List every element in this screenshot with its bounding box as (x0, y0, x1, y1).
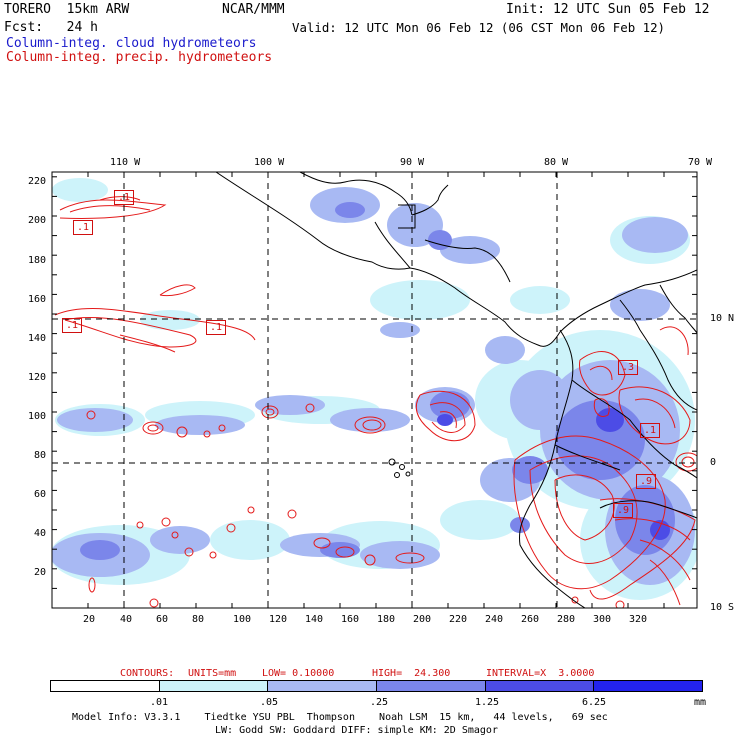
x-tick-label: 60 (156, 614, 169, 625)
y-tick-label: 140 (28, 333, 47, 344)
axis-ticks (51, 172, 697, 609)
y-tick-label: 180 (28, 255, 47, 266)
colorbar-label: .01 (150, 697, 169, 708)
colorbar-segment (267, 680, 377, 692)
contour-label: .9 (613, 503, 634, 518)
y-tick-label: 220 (28, 176, 47, 187)
coastline-layer (215, 172, 697, 608)
lon-label: 90 W (400, 157, 425, 168)
plot-frame (51, 171, 698, 609)
x-tick-label: 240 (485, 614, 504, 625)
contour-label: .1 (73, 220, 94, 235)
contour-label: .1 (62, 318, 83, 333)
x-tick-label: 160 (341, 614, 360, 625)
y-tick-label: 120 (28, 372, 47, 383)
contours-high: HIGH= 24.300 (372, 668, 451, 679)
x-tick-label: 200 (413, 614, 432, 625)
cloud-field-layer (52, 178, 697, 600)
colorbar-segment (376, 680, 486, 692)
precip-contour-layer (54, 196, 697, 608)
model-info-line2: LW: Godd SW: Goddard DIFF: simple KM: 2D… (215, 725, 498, 736)
colorbar-segment (158, 680, 269, 692)
field-cloud-label: Column-integ. cloud hydrometeors (6, 36, 257, 51)
contour-label: .1 (640, 423, 661, 438)
x-tick-label: 120 (269, 614, 288, 625)
init-label: Init: 12 UTC Sun 05 Feb 12 (506, 2, 710, 17)
lon-label: 80 W (544, 157, 569, 168)
contours-low: LOW= 0.10000 (262, 668, 335, 679)
x-tick-label: 280 (557, 614, 576, 625)
model-label: TORERO 15km ARW (4, 2, 130, 17)
contour-label: .9 (636, 474, 657, 489)
y-tick-label: 100 (28, 411, 47, 422)
contour-label: .3 (618, 360, 639, 375)
contour-label: .1 (206, 320, 227, 335)
graticule-grid (52, 172, 697, 608)
forecast-label: Fcst: 24 h (4, 20, 98, 35)
colorbar-segment (593, 680, 703, 692)
lon-label: 110 W (110, 157, 141, 168)
y-tick-label: 160 (28, 294, 47, 305)
x-tick-label: 180 (377, 614, 396, 625)
y-tick-label: 80 (34, 450, 47, 461)
colorbar-label: 1.25 (475, 697, 500, 708)
model-info-line1: Model Info: V3.3.1 Tiedtke YSU PBL Thomp… (72, 712, 608, 723)
x-tick-label: 300 (593, 614, 612, 625)
lon-label: 70 W (688, 157, 713, 168)
x-tick-label: 320 (629, 614, 648, 625)
x-tick-label: 220 (449, 614, 468, 625)
lat-label: 10 S (710, 602, 735, 613)
contours-units: UNITS=mm (188, 668, 237, 679)
field-precip-label: Column-integ. precip. hydrometeors (6, 50, 273, 65)
colorbar-label: 6.25 (582, 697, 607, 708)
lat-label: 10 N (710, 313, 735, 324)
y-tick-label: 200 (28, 215, 47, 226)
x-tick-label: 40 (120, 614, 133, 625)
contour-label: .1 (114, 190, 135, 205)
y-tick-label: 40 (34, 528, 47, 539)
org-label: NCAR/MMM (222, 2, 285, 17)
colorbar-label: .05 (260, 697, 279, 708)
lat-label: 0 (710, 457, 717, 468)
x-tick-label: 20 (83, 614, 96, 625)
x-tick-label: 260 (521, 614, 540, 625)
colorbar-segment (484, 680, 595, 692)
colorbar-segment (50, 680, 160, 692)
y-tick-label: 60 (34, 489, 47, 500)
x-tick-label: 100 (233, 614, 252, 625)
x-tick-label: 140 (305, 614, 324, 625)
valid-label: Valid: 12 UTC Mon 06 Feb 12 (06 CST Mon … (292, 20, 665, 35)
y-tick-label: 20 (34, 567, 47, 578)
contours-prefix: CONTOURS: (120, 668, 175, 679)
x-tick-label: 80 (192, 614, 205, 625)
lon-label: 100 W (254, 157, 285, 168)
colorbar-label: .25 (370, 697, 389, 708)
contours-interval: INTERVAL=X 3.0000 (486, 668, 595, 679)
colorbar-unit: mm (694, 697, 707, 708)
